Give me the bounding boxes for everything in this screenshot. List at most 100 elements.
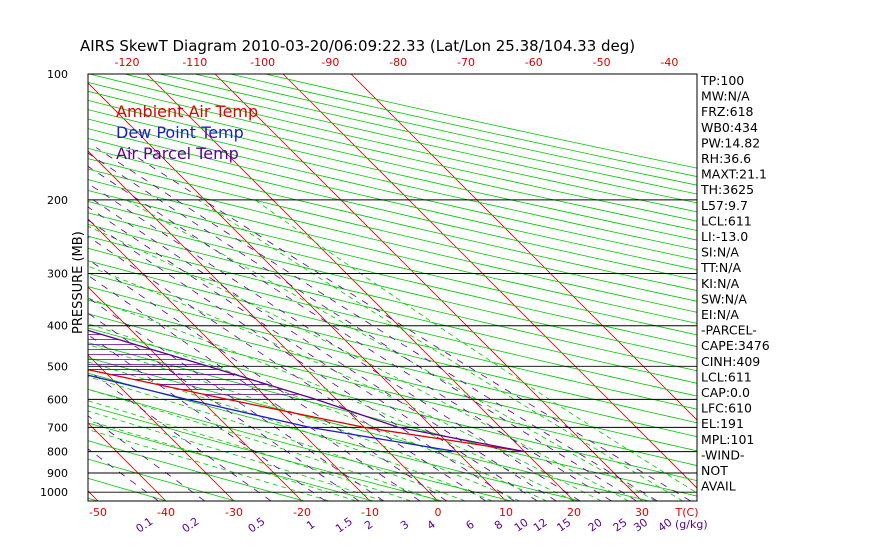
- series-line-ambient-air-temp: [88, 369, 525, 453]
- bottom-temperature-tick-label: 10: [499, 506, 513, 519]
- pressure-tick-label: 400: [47, 320, 68, 333]
- y-axis-label: PRESSURE (MB): [71, 231, 86, 334]
- pressure-tick-label: 900: [47, 467, 68, 480]
- index-label: WB0:434: [701, 120, 758, 135]
- mixing-ratio-tick-label: 1: [304, 518, 317, 533]
- top-temperature-tick-label: -90: [321, 56, 339, 69]
- index-label: MPL:101: [701, 432, 754, 447]
- mixing-ratio-tick-label: 12: [531, 516, 550, 535]
- dry-adiabat-line: [88, 190, 697, 336]
- moist-adiabat-line: [88, 225, 629, 501]
- isotherm-line: [88, 422, 167, 501]
- dry-adiabat-line: [88, 327, 697, 482]
- top-temperature-tick-label: -40: [660, 56, 678, 69]
- index-label: RH:36.6: [701, 151, 751, 166]
- index-label: -PARCEL-: [701, 323, 757, 338]
- dry-adiabat-line: [88, 388, 512, 501]
- dry-adiabat-line: [88, 422, 374, 501]
- mixing-ratio-line: [122, 147, 691, 501]
- dry-adiabat-line: [88, 357, 650, 501]
- dry-adiabat-line: [88, 138, 697, 281]
- top-temperature-tick-label: -50: [593, 56, 611, 69]
- index-label: SI:N/A: [701, 245, 739, 260]
- dry-adiabat-line: [88, 342, 697, 497]
- isotherm-line: [214, 74, 643, 501]
- index-label: LFC:610: [701, 401, 752, 416]
- top-temperature-tick-label: -100: [250, 56, 275, 69]
- bottom-temperature-tick-label: -30: [225, 506, 243, 519]
- moist-adiabat-line: [88, 344, 520, 501]
- mixing-ratio-tick-label: 6: [463, 518, 476, 533]
- top-temperature-ticks: -120 -110 -100 -90 -80 -70 -60 -50 -40: [115, 56, 679, 69]
- index-label: TH:3625: [700, 182, 754, 197]
- top-temperature-tick-label: -80: [389, 56, 407, 69]
- mixing-ratio-tick-label: 2: [362, 518, 375, 533]
- mixing-ratio-tick-label: 0.2: [180, 515, 202, 536]
- mixing-ratio-tick-label: 40: [656, 516, 675, 535]
- index-label: LCL:611: [701, 369, 752, 384]
- moist-adiabat-line: [125, 199, 656, 501]
- dry-adiabat-line: [88, 118, 697, 261]
- isotherm-line: [88, 218, 371, 501]
- bottom-temperature-tick-label: 30: [635, 506, 649, 519]
- plot-frame: [87, 73, 698, 502]
- top-temperature-tick-label: -110: [182, 56, 207, 69]
- isotherm-line: [0, 74, 30, 501]
- dry-adiabat-line: [265, 74, 697, 169]
- mixing-ratio-tick-label: 20: [586, 516, 605, 535]
- isotherm-line: [88, 82, 507, 501]
- index-label: L57:9.7: [701, 198, 748, 213]
- temperature-unit-label: T(C): [675, 506, 699, 519]
- legend-entry: Ambient Air Temp: [116, 102, 258, 121]
- dry-adiabat-line: [88, 286, 697, 438]
- dry-adiabat-line: [88, 179, 697, 324]
- dry-adiabat-line: [88, 201, 697, 347]
- top-temperature-tick-label: -70: [457, 56, 475, 69]
- dry-adiabat-lines: [0, 74, 697, 501]
- dry-adiabat-line: [88, 440, 305, 501]
- index-label: EL:191: [701, 416, 744, 431]
- top-temperature-tick-label: -120: [115, 56, 140, 69]
- cape-hatching: [88, 334, 316, 400]
- dry-adiabat-line: [88, 223, 697, 372]
- index-label: NOT: [701, 463, 728, 478]
- index-label: PW:14.82: [701, 135, 760, 150]
- index-label: AVAIL: [701, 479, 736, 494]
- pressure-tick-label: 700: [47, 421, 68, 434]
- isotherm-line: [88, 354, 235, 501]
- dry-adiabat-line: [88, 299, 697, 452]
- pressure-tick-label: 200: [47, 194, 68, 207]
- pressure-tick-label: 500: [47, 360, 68, 373]
- mixing-ratio-tick-label: 3: [398, 518, 411, 533]
- mixing-ratio-tick-label: 0.5: [246, 515, 268, 536]
- index-label: MW:N/A: [701, 89, 750, 104]
- moist-adiabat-line: [88, 389, 439, 501]
- isotherm-line: [282, 74, 697, 489]
- dry-adiabat-line: [88, 247, 697, 397]
- index-label: -WIND-: [701, 447, 745, 462]
- index-label: CINH:409: [701, 354, 760, 369]
- mixing-ratio-line: [88, 152, 637, 501]
- dry-adiabat-line: [88, 273, 697, 424]
- bottom-temperature-tick-label: -50: [89, 506, 107, 519]
- legend-entry: Air Parcel Temp: [116, 144, 239, 163]
- mixing-ratio-tick-label: 0.1: [133, 515, 155, 536]
- mixing-ratio-unit-label: (g/kg): [675, 518, 708, 531]
- top-temperature-tick-label: -60: [525, 56, 543, 69]
- mixing-ratio-ticks: 0.1 0.2 0.5 1 1.5 2 3 4 6 8 10 12 15 20 25 30 40 (g/kg): [133, 515, 707, 536]
- pressure-tick-label: 600: [47, 393, 68, 406]
- dry-adiabat-line: [88, 405, 443, 501]
- dry-adiabat-line: [230, 74, 697, 177]
- plot-area: [0, 74, 697, 501]
- dry-adiabat-line: [0, 74, 29, 501]
- pressure-tick-label: 100: [47, 68, 68, 81]
- index-label: CAPE:3476: [701, 338, 770, 353]
- profile-lines: [88, 329, 525, 453]
- index-label: TT:N/A: [700, 260, 741, 275]
- legend-entry: Dew Point Temp: [116, 123, 244, 142]
- index-label: FRZ:618: [701, 104, 754, 119]
- series-line-air-parcel-temp: [88, 329, 525, 453]
- moist-adiabat-line: [197, 199, 684, 501]
- legend: Ambient Air Temp Dew Point Temp Air Parcel…: [116, 102, 258, 163]
